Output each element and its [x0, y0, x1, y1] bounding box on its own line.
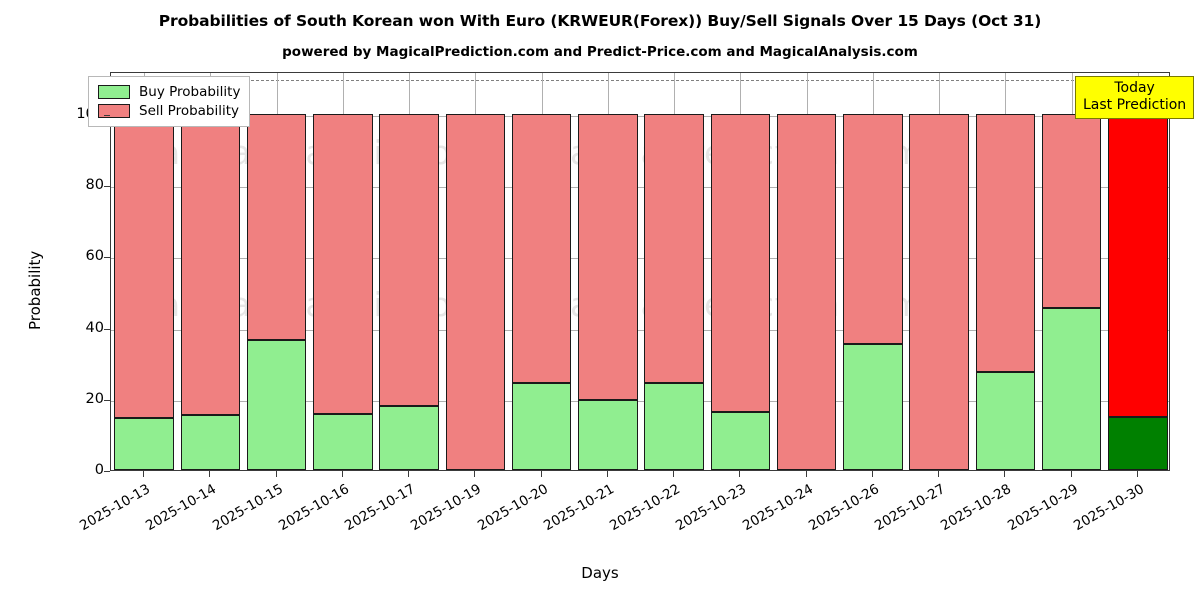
bar-segment-sell[interactable]	[313, 113, 373, 415]
x-tick-mark	[540, 471, 542, 477]
bar-group[interactable]	[975, 73, 1036, 470]
x-axis-label: Days	[581, 564, 619, 582]
bar-group[interactable]	[445, 73, 506, 470]
bar-segment-buy[interactable]	[1108, 417, 1168, 470]
last-prediction-label: Last Prediction	[1083, 97, 1187, 113]
bar-segment-buy[interactable]	[379, 405, 439, 470]
x-tick-mark	[341, 471, 343, 477]
bar-group[interactable]	[710, 73, 771, 470]
y-tick-mark	[104, 328, 110, 330]
bar-group[interactable]	[644, 73, 704, 470]
bar-segment-buy[interactable]	[180, 414, 241, 470]
gridline-horizontal	[111, 258, 1169, 260]
y-tick-label: 20	[85, 390, 104, 407]
chart-title: Probabilities of South Korean won With E…	[158, 12, 1042, 30]
gridline-horizontal	[111, 187, 1169, 188]
bar-segment-buy[interactable]	[843, 344, 903, 470]
bar-group[interactable]	[776, 73, 837, 470]
bar-segment-buy[interactable]	[975, 372, 1036, 470]
x-tick-mark	[143, 471, 145, 477]
bar-group[interactable]	[909, 73, 969, 470]
today-annotation: Today Last Prediction	[1075, 76, 1195, 119]
y-tick-mark	[104, 114, 110, 116]
gridline-horizontal	[111, 329, 1169, 331]
bar-group[interactable]	[1041, 73, 1102, 470]
legend-item[interactable]: Buy Probability	[98, 82, 240, 101]
x-tick-mark	[805, 471, 807, 477]
x-tick-mark	[1136, 471, 1138, 477]
x-tick-mark	[739, 471, 741, 477]
bar-group[interactable]	[511, 73, 572, 470]
bar-segment-buy[interactable]	[710, 411, 771, 470]
legend-item[interactable]: Sell Probability	[98, 101, 240, 120]
bar-segment-sell[interactable]	[445, 113, 506, 470]
x-tick-mark	[871, 471, 873, 477]
y-tick-mark	[104, 257, 110, 259]
x-tick-mark	[275, 471, 277, 477]
bar-group[interactable]	[246, 73, 307, 470]
bar-segment-buy[interactable]	[1041, 308, 1102, 470]
y-axis-label: Probability	[26, 250, 44, 330]
bar-segment-buy[interactable]	[313, 414, 373, 470]
bar-group[interactable]	[379, 73, 439, 470]
x-tick-mark	[606, 471, 608, 477]
plot-area: MagicalAnalysis.comMagicalPrediction.com…	[110, 72, 1170, 471]
y-tick-mark	[104, 186, 110, 187]
y-tick-mark	[104, 399, 110, 401]
bar-segment-sell[interactable]	[909, 113, 969, 470]
bar-segment-sell[interactable]	[246, 113, 307, 340]
bar-segment-sell[interactable]	[843, 113, 903, 345]
bar-group[interactable]	[1108, 73, 1168, 470]
y-tick-label: 0	[94, 462, 104, 478]
y-tick-mark	[104, 471, 110, 472]
bar-segment-buy[interactable]	[511, 382, 572, 470]
bar-segment-sell[interactable]	[379, 113, 439, 406]
gridline-horizontal	[111, 115, 1169, 117]
bar-segment-sell[interactable]	[975, 113, 1036, 373]
bar-group[interactable]	[114, 73, 174, 470]
x-tick-mark	[1004, 471, 1006, 477]
legend-label: Sell Probability	[139, 102, 240, 119]
x-tick-mark	[209, 471, 211, 477]
bar-segment-sell[interactable]	[511, 113, 572, 383]
bar-segment-sell[interactable]	[710, 113, 771, 412]
bar-segment-buy[interactable]	[114, 418, 174, 470]
gridline-horizontal	[111, 400, 1169, 402]
bar-segment-buy[interactable]	[644, 383, 704, 470]
y-tick-label: 60	[85, 248, 104, 265]
legend-swatch-icon	[98, 103, 130, 118]
bar-segment-sell[interactable]	[180, 113, 241, 415]
bar-segment-sell[interactable]	[1041, 113, 1102, 309]
bar-segment-sell[interactable]	[578, 113, 638, 401]
reference-dashed-line	[111, 80, 1169, 82]
chart-subtitle: powered by MagicalPrediction.com and Pre…	[282, 44, 918, 60]
bar-segment-sell[interactable]	[1108, 113, 1168, 418]
x-tick-mark	[474, 471, 476, 477]
bar-group[interactable]	[180, 73, 241, 470]
x-tick-mark	[408, 471, 410, 477]
x-tick-mark	[673, 471, 675, 477]
chart-legend: Buy Probability Sell Probability	[88, 76, 251, 127]
bar-group[interactable]	[313, 73, 373, 470]
x-tick-mark	[1070, 471, 1072, 477]
x-tick-mark	[938, 471, 940, 477]
bar-segment-sell[interactable]	[776, 113, 837, 470]
y-tick-label: 40	[85, 319, 104, 336]
bar-group[interactable]	[843, 73, 903, 470]
bar-segment-buy[interactable]	[246, 339, 307, 470]
bar-segment-buy[interactable]	[578, 400, 638, 470]
y-tick-label: 80	[85, 177, 104, 193]
bar-segment-sell[interactable]	[114, 113, 174, 418]
today-label: Today	[1114, 80, 1155, 96]
bar-segment-sell[interactable]	[644, 113, 704, 384]
legend-swatch-icon	[98, 84, 130, 99]
legend-label: Buy Probability	[139, 83, 241, 100]
bar-group[interactable]	[578, 73, 638, 470]
